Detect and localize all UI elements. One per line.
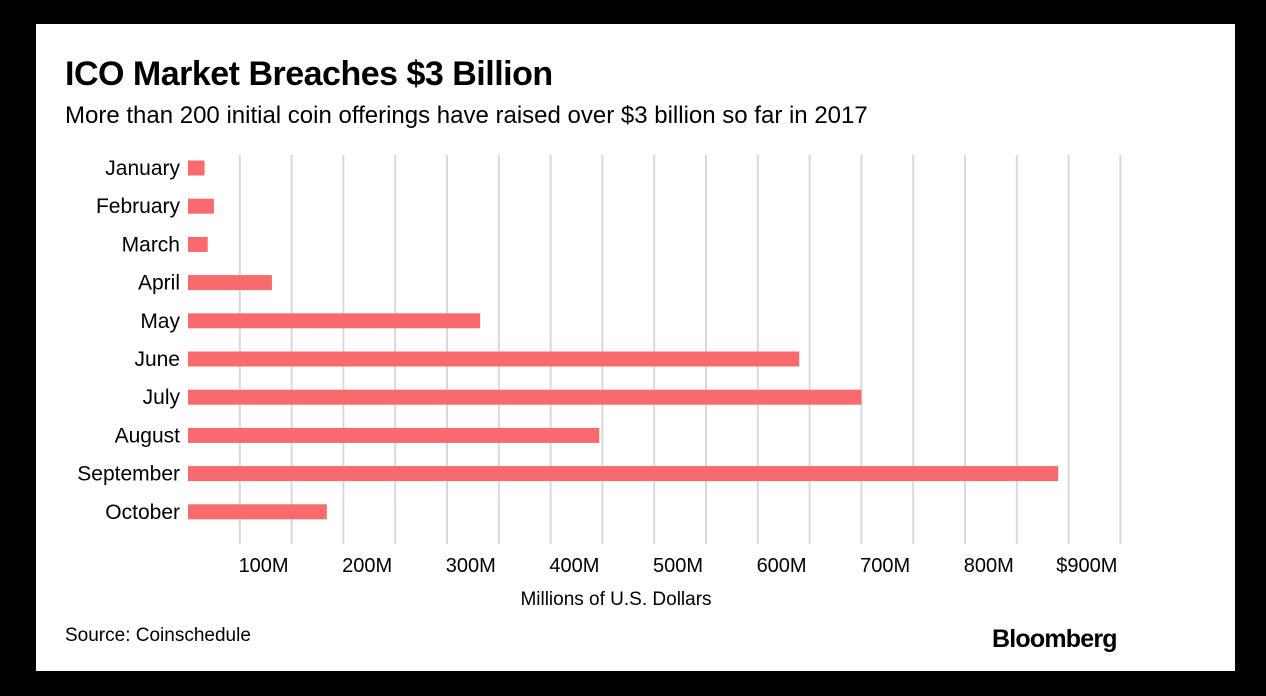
bar-october — [188, 504, 327, 520]
category-label: March — [122, 233, 180, 256]
category-label: August — [115, 424, 181, 447]
category-label: October — [105, 501, 180, 524]
category-label: January — [105, 157, 180, 180]
category-label: June — [134, 348, 180, 371]
bloomberg-logo: Bloomberg — [992, 625, 1118, 653]
bar-january — [188, 160, 205, 176]
category-label: February — [96, 195, 181, 218]
x-tick-label: 200M — [342, 555, 392, 577]
x-tick-label: 800M — [964, 555, 1014, 577]
source-note: Source: Coinschedule — [65, 625, 251, 646]
bars — [188, 160, 1059, 520]
x-tick-label: 500M — [653, 555, 703, 577]
category-label: July — [143, 386, 181, 409]
chart-title: ICO Market Breaches $3 Billion — [65, 55, 553, 93]
bar-august — [188, 427, 600, 443]
x-tick-labels: 100M 200M 300M 400M 500M 600M 700M 800M $900M — [239, 555, 1118, 577]
x-tick-label: 700M — [860, 555, 910, 577]
bar-july — [188, 389, 862, 405]
x-tick-label: 400M — [549, 555, 599, 577]
x-tick-label: 100M — [239, 555, 289, 577]
x-tick-label: 600M — [757, 555, 807, 577]
category-label: September — [77, 463, 180, 486]
chart-subtitle: More than 200 initial coin offerings hav… — [65, 102, 868, 129]
bar-april — [188, 275, 272, 291]
bar-september — [188, 466, 1059, 482]
category-label: May — [140, 310, 180, 333]
category-label: April — [138, 272, 180, 295]
x-tick-label: 300M — [446, 555, 496, 577]
bar-february — [188, 198, 214, 214]
bar-june — [188, 351, 800, 367]
bar-chart: January February March April May June July Augu… — [77, 155, 1122, 610]
x-axis-title: Millions of U.S. Dollars — [520, 589, 711, 610]
category-labels: January February March April May June July Augu… — [77, 157, 180, 524]
x-tick-label: $900M — [1056, 555, 1117, 577]
bar-may — [188, 313, 481, 329]
gridlines — [238, 155, 1122, 544]
bar-march — [188, 236, 208, 252]
chart-card: ICO Market Breaches $3 Billion More than… — [36, 24, 1235, 671]
